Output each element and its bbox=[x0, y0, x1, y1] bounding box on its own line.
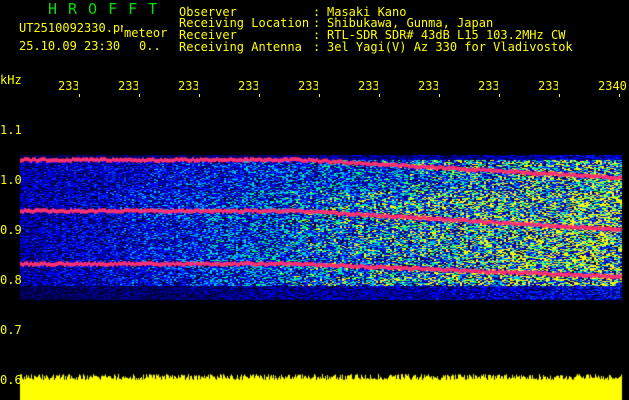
y-tick-label: 0.7 bbox=[0, 323, 22, 337]
location-value: Shibukawa, Gunma, Japan bbox=[327, 16, 494, 30]
antenna-value: 3el Yagi(V) Az 330 for Vladivostok bbox=[327, 40, 573, 54]
x-tick-label: 2337 bbox=[418, 80, 438, 92]
extra-value: 0.. bbox=[139, 39, 161, 53]
location-label: Receiving Location bbox=[179, 16, 310, 30]
filename: UT2510092330.png bbox=[19, 22, 123, 34]
antenna-label: Receiving Antenna bbox=[179, 40, 302, 54]
y-tick-label: 0.6 bbox=[0, 373, 22, 387]
x-tick bbox=[559, 94, 560, 97]
colon: : bbox=[313, 28, 321, 42]
observer-label: Observer bbox=[179, 5, 237, 19]
y-tick-label: 0.9 bbox=[0, 223, 22, 237]
x-tick-label: 2334 bbox=[238, 80, 258, 92]
x-tick bbox=[379, 94, 380, 97]
x-tick-label: 2339 bbox=[538, 80, 558, 92]
x-tick bbox=[199, 94, 200, 97]
app-title: HROFFT bbox=[48, 0, 169, 18]
colon: : bbox=[313, 16, 321, 30]
x-tick bbox=[439, 94, 440, 97]
x-tick-label: 2335 bbox=[298, 80, 318, 92]
datetime: 25.10.09 23:30 bbox=[19, 39, 121, 53]
receiver-label: Receiver bbox=[179, 28, 237, 42]
receiver-value: RTL-SDR SDR# 43dB L15 103.2MHz CW bbox=[327, 28, 566, 42]
y-tick-label: 0.8 bbox=[0, 273, 22, 287]
observer-value: Masaki Kano bbox=[327, 5, 407, 19]
x-tick bbox=[619, 94, 620, 97]
y-tick-label: 1.1 bbox=[0, 123, 22, 137]
y-tick-label: 1.0 bbox=[0, 173, 22, 187]
mode-label: meteor bbox=[124, 26, 168, 40]
x-tick-label: 2340 bbox=[598, 79, 627, 93]
colon: : bbox=[313, 5, 321, 19]
x-tick-label: 2336 bbox=[358, 80, 378, 92]
x-tick-label: 2331 bbox=[58, 80, 78, 92]
x-tick bbox=[499, 94, 500, 97]
x-tick bbox=[139, 94, 140, 97]
x-tick bbox=[319, 94, 320, 97]
x-tick bbox=[79, 94, 80, 97]
x-tick-label: 2338 bbox=[478, 80, 498, 92]
colon: : bbox=[313, 40, 321, 54]
y-unit: kHz bbox=[0, 73, 22, 87]
x-tick bbox=[259, 94, 260, 97]
x-tick-label: 2333 bbox=[178, 80, 198, 92]
